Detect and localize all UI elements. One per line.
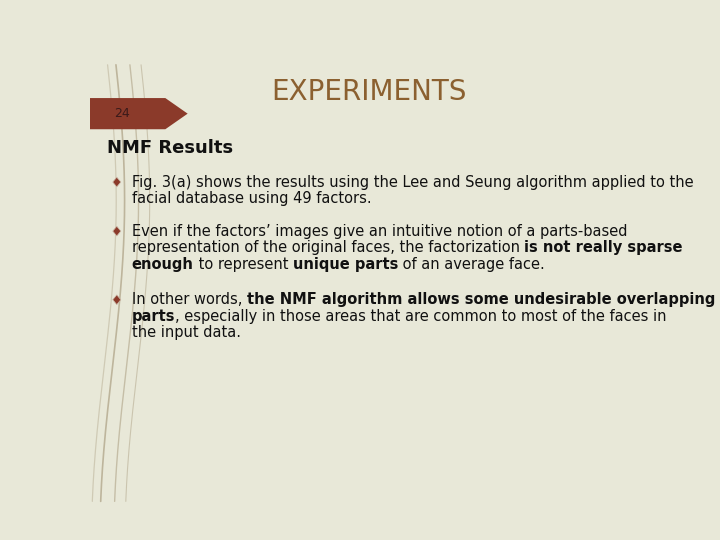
- Text: Even if the factors’ images give an intuitive notion of a parts-based: Even if the factors’ images give an intu…: [132, 224, 627, 239]
- Polygon shape: [113, 177, 121, 187]
- Text: to represent: to represent: [194, 257, 293, 272]
- Text: the NMF algorithm allows some undesirable overlapping of: the NMF algorithm allows some undesirabl…: [247, 292, 720, 307]
- Text: of an average face.: of an average face.: [398, 257, 545, 272]
- Polygon shape: [90, 98, 188, 129]
- Text: NMF Results: NMF Results: [107, 139, 233, 157]
- Text: the input data.: the input data.: [132, 326, 241, 341]
- Polygon shape: [113, 226, 121, 236]
- Text: In other words,: In other words,: [132, 292, 247, 307]
- Text: , especially in those areas that are common to most of the faces in: , especially in those areas that are com…: [176, 309, 667, 324]
- Text: Fig. 3(a) shows the results using the Lee and Seung algorithm applied to the: Fig. 3(a) shows the results using the Le…: [132, 174, 693, 190]
- Text: parts: parts: [132, 309, 176, 324]
- Text: facial database using 49 factors.: facial database using 49 factors.: [132, 191, 372, 206]
- Text: representation of the original faces, the factorization: representation of the original faces, th…: [132, 240, 524, 255]
- Text: unique parts: unique parts: [293, 257, 398, 272]
- Text: is not really sparse: is not really sparse: [524, 240, 683, 255]
- Text: EXPERIMENTS: EXPERIMENTS: [271, 78, 467, 106]
- Text: enough: enough: [132, 257, 194, 272]
- Polygon shape: [113, 295, 121, 305]
- Text: 24: 24: [114, 107, 130, 120]
